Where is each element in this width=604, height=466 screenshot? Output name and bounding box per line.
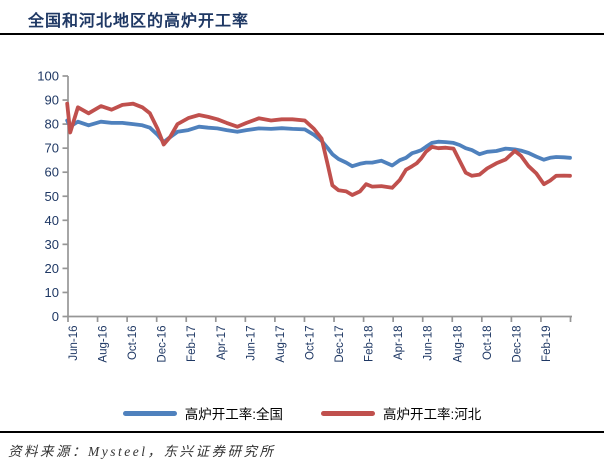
svg-text:Oct-16: Oct-16 xyxy=(127,326,139,361)
svg-text:Feb-18: Feb-18 xyxy=(364,326,376,362)
svg-text:Apr-17: Apr-17 xyxy=(216,326,228,361)
svg-text:50: 50 xyxy=(45,189,59,204)
svg-text:30: 30 xyxy=(45,237,59,252)
svg-text:60: 60 xyxy=(45,165,59,180)
chart-legend: 高炉开工率:全国 高炉开工率:河北 xyxy=(0,403,604,423)
legend-item-hebei: 高炉开工率:河北 xyxy=(321,403,481,423)
svg-text:70: 70 xyxy=(45,141,59,156)
svg-text:Jun-18: Jun-18 xyxy=(423,326,435,361)
svg-text:Feb-17: Feb-17 xyxy=(186,326,198,362)
legend-label-national: 高炉开工率:全国 xyxy=(184,407,283,422)
footer-divider xyxy=(0,431,604,433)
svg-text:Aug-18: Aug-18 xyxy=(452,326,464,363)
svg-text:Apr-18: Apr-18 xyxy=(393,326,405,361)
svg-text:0: 0 xyxy=(52,309,59,324)
svg-text:Aug-17: Aug-17 xyxy=(275,326,287,363)
svg-text:Dec-17: Dec-17 xyxy=(334,326,346,363)
svg-text:Oct-18: Oct-18 xyxy=(482,325,494,360)
svg-text:Dec-16: Dec-16 xyxy=(157,326,169,363)
svg-text:Oct-17: Oct-17 xyxy=(304,326,316,361)
line-chart: 0 10 20 30 40 50 60 70 80 90 100 Jun-16 Aug-16 Oct-16… xyxy=(37,69,572,363)
legend-label-hebei: 高炉开工率:河北 xyxy=(383,407,482,422)
legend-marker-hebei-line xyxy=(321,410,375,416)
svg-text:Feb-19: Feb-19 xyxy=(541,326,553,362)
svg-text:100: 100 xyxy=(37,69,59,84)
svg-text:Dec-18: Dec-18 xyxy=(511,326,523,363)
source-note: 资料来源：Mysteel，东兴证券研究所 xyxy=(8,444,276,459)
svg-text:Jun-17: Jun-17 xyxy=(245,326,257,361)
legend-item-national: 高炉开工率:全国 xyxy=(122,403,283,423)
svg-text:20: 20 xyxy=(45,261,59,276)
svg-text:Aug-16: Aug-16 xyxy=(98,326,110,363)
svg-text:40: 40 xyxy=(45,213,59,228)
chart-title: 全国和河北地区的高炉开工率 xyxy=(28,13,250,30)
title-divider xyxy=(0,33,604,35)
svg-text:80: 80 xyxy=(45,117,59,132)
svg-text:90: 90 xyxy=(45,93,59,108)
svg-text:10: 10 xyxy=(45,285,59,300)
legend-marker-national-line xyxy=(122,410,177,416)
svg-text:Jun-16: Jun-16 xyxy=(68,326,80,361)
